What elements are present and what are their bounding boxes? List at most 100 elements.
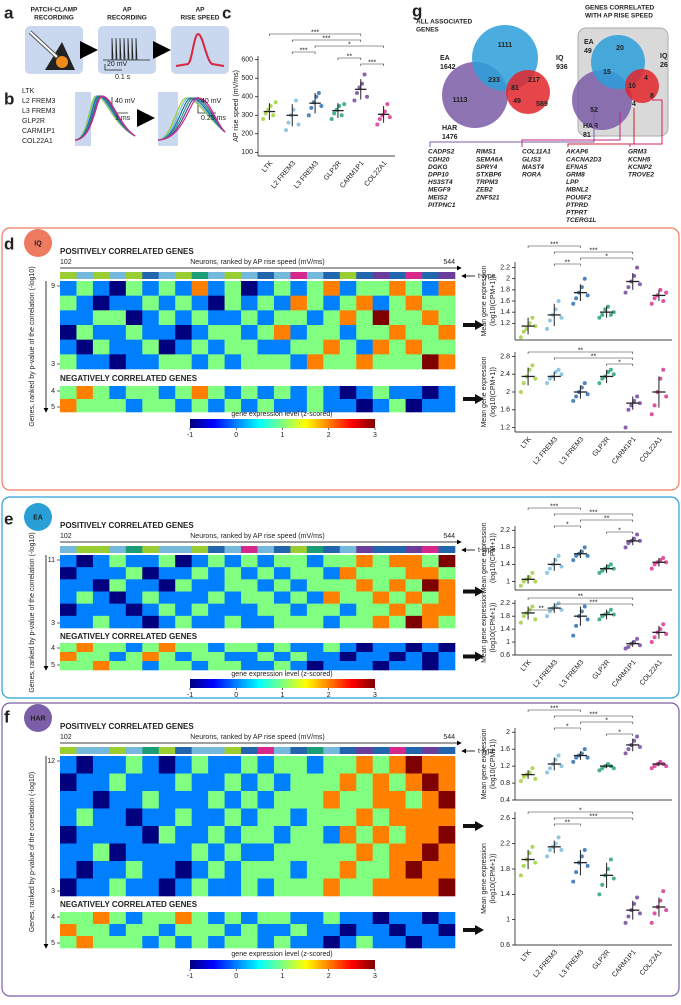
ttype-cell <box>422 747 439 754</box>
heatmap-cell <box>356 354 374 370</box>
heatmap-cell <box>191 878 209 897</box>
heatmap-cell <box>257 861 275 879</box>
significance-label: *** <box>589 247 597 254</box>
heatmap-cell <box>142 295 160 311</box>
heatmap-cell <box>306 310 324 326</box>
ttype-cell <box>158 272 176 279</box>
point <box>556 367 561 372</box>
heatmap-cell <box>389 310 406 326</box>
significance-label: * <box>605 253 608 260</box>
venn-set-count: 49 <box>584 48 592 55</box>
heatmap-cell <box>372 773 390 792</box>
point <box>574 296 579 301</box>
heatmap-cell <box>109 591 127 604</box>
heatmap-cell <box>257 912 275 925</box>
heatmap-cell <box>175 826 192 844</box>
heatmap-cell <box>422 643 439 653</box>
heatmap-cell <box>389 861 406 879</box>
heatmap-cell <box>290 878 308 897</box>
heatmap-cell <box>290 555 308 568</box>
point <box>377 116 382 121</box>
heatmap-cell <box>356 936 374 949</box>
heatmap-cell <box>92 843 110 862</box>
point <box>661 889 666 894</box>
point <box>263 111 268 116</box>
heatmap-cell <box>175 603 192 617</box>
x-tick-label: L2 FREM3 <box>532 436 559 466</box>
heatmap-cell <box>60 661 77 671</box>
x-tick-label: COL22A1 <box>363 160 388 188</box>
point <box>635 636 640 641</box>
x-tick-label: COL22A1 <box>639 659 664 687</box>
heatmap-cell <box>290 310 308 326</box>
y-axis-label: Mean gene expression <box>481 265 488 336</box>
panel-label: f <box>4 707 10 726</box>
heatmap-cell <box>125 579 143 592</box>
gene-name: GRM3 <box>628 149 647 156</box>
y-tick-label: 1.4 <box>500 309 510 316</box>
heatmap-cell <box>422 310 439 326</box>
heatmap-cell <box>208 339 225 355</box>
heatmap-cell <box>422 567 439 580</box>
heatmap-cell <box>339 826 357 844</box>
y-axis-label: (log10(CPM+1)) <box>490 276 497 326</box>
ttype-cell <box>372 272 390 279</box>
heatmap-cell <box>438 591 456 604</box>
heatmap-cell <box>158 399 176 413</box>
heatmap-cell <box>405 826 423 844</box>
heatmap-cell <box>438 791 456 809</box>
point <box>545 326 550 331</box>
heatmap-cell <box>389 567 406 580</box>
point <box>582 276 587 281</box>
heatmap-cell <box>422 661 439 671</box>
heatmap-cell <box>109 567 127 580</box>
heatmap-cell <box>306 354 324 370</box>
heatmap-cell <box>191 652 209 662</box>
y-tick-label: 3 <box>51 888 55 895</box>
heatmap-cell <box>389 325 406 340</box>
heatmap-cell <box>405 878 423 897</box>
significance-label: *** <box>550 503 558 510</box>
point <box>309 105 314 110</box>
heatmap-cell <box>273 756 291 774</box>
ttype-cell <box>306 272 324 279</box>
heatmap-cell <box>92 591 110 604</box>
heatmap-cell <box>175 843 192 862</box>
significance-label: * <box>566 723 569 730</box>
y-tick-label: 9 <box>51 283 55 290</box>
colorbar-tick-label: -1 <box>187 692 193 699</box>
heatmap-cell <box>241 756 258 774</box>
y-tick-label: 2.4 <box>500 371 510 378</box>
heatmap-cell <box>356 912 374 925</box>
heatmap-cell <box>60 791 77 809</box>
point <box>559 372 564 377</box>
heatmap-cell <box>372 615 390 629</box>
heatmap-cell <box>175 756 192 774</box>
heatmap-cell <box>356 791 374 809</box>
ttype-cell <box>241 272 258 279</box>
point <box>661 367 666 372</box>
heatmap-cell <box>208 861 225 879</box>
heatmap-cell <box>175 579 192 592</box>
heatmap-cell <box>339 603 357 617</box>
gene-name: GLIS3 <box>522 156 541 163</box>
heatmap-cell <box>76 281 94 296</box>
point <box>283 128 288 133</box>
ttype-cell <box>290 546 308 553</box>
heatmap-cell <box>158 325 176 340</box>
scale-label: 0.1 s <box>115 74 131 81</box>
gene-name: CADPS2 <box>428 149 455 156</box>
y-tick-label: 5 <box>51 940 55 947</box>
heatmap-cell <box>422 861 439 879</box>
heatmap-cell <box>306 661 324 671</box>
gene-name: MEGF9 <box>428 187 451 194</box>
heatmap-cell <box>306 615 324 629</box>
heatmap-cell <box>241 808 258 827</box>
point <box>545 770 550 775</box>
heatmap-cell <box>224 354 242 370</box>
heatmap-cell <box>60 325 77 340</box>
badge-label: IQ <box>34 240 42 247</box>
heatmap-cell <box>405 843 423 862</box>
heatmap-cell <box>142 615 160 629</box>
panel-frame <box>1 702 680 997</box>
